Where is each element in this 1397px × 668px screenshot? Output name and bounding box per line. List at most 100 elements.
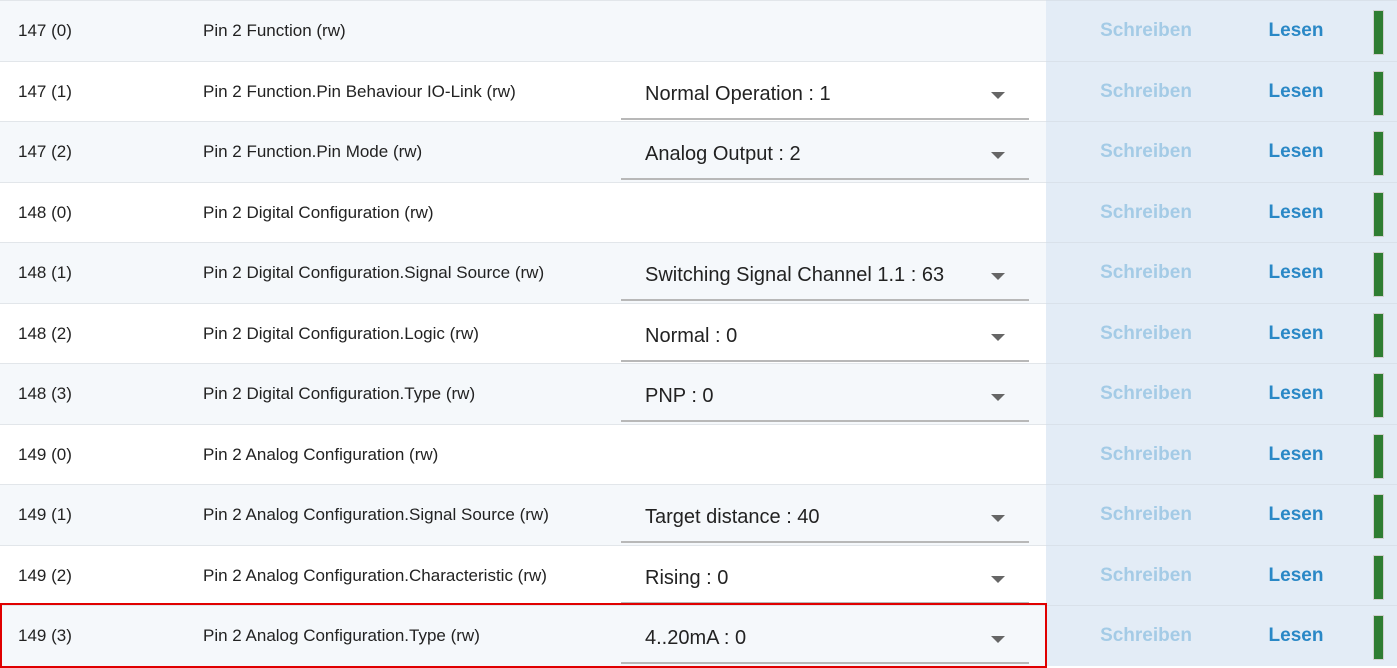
parameter-name: Pin 2 Function.Pin Behaviour IO-Link (rw…	[203, 81, 516, 101]
value-select[interactable]: Normal : 0	[621, 310, 1029, 362]
selected-value: Analog Output : 2	[645, 143, 801, 165]
write-button: Schreiben	[1100, 504, 1192, 525]
actions-cell: Schreiben Lesen	[1046, 544, 1397, 605]
parameter-index: 148 (1)	[18, 263, 72, 282]
parameter-index: 149 (2)	[18, 565, 72, 585]
parameter-index: 148 (3)	[18, 384, 72, 403]
dropdown-arrow-icon	[991, 273, 1005, 280]
parameter-name: Pin 2 Digital Configuration.Type (rw)	[203, 384, 476, 403]
write-button: Schreiben	[1100, 564, 1192, 586]
parameter-name: Pin 2 Digital Configuration.Signal Sourc…	[203, 263, 545, 282]
status-indicator	[1373, 554, 1384, 600]
parameter-name: Pin 2 Analog Configuration.Type (rw)	[203, 626, 480, 645]
parameter-index: 148 (0)	[18, 202, 72, 222]
write-button: Schreiben	[1100, 625, 1192, 646]
write-button: Schreiben	[1100, 322, 1192, 344]
write-button: Schreiben	[1100, 80, 1192, 102]
parameter-index: 149 (0)	[18, 444, 72, 464]
actions-cell: Schreiben Lesen	[1046, 302, 1397, 363]
table-row: 149 (1) Pin 2 Analog Configuration.Signa…	[0, 484, 1397, 545]
parameter-name: Pin 2 Analog Configuration (rw)	[203, 444, 439, 464]
dropdown-arrow-icon	[991, 333, 1005, 341]
status-indicator	[1373, 10, 1384, 55]
value-select[interactable]: Target distance : 40	[621, 491, 1029, 543]
parameter-index: 149 (1)	[18, 505, 72, 524]
status-indicator	[1373, 312, 1384, 358]
table-row: 149 (2) Pin 2 Analog Configuration.Chara…	[0, 544, 1397, 605]
selected-value: Rising : 0	[645, 566, 729, 589]
parameter-index: 147 (2)	[18, 142, 72, 161]
read-button[interactable]: Lesen	[1268, 20, 1324, 41]
selected-value: Target distance : 40	[645, 506, 820, 528]
read-button[interactable]: Lesen	[1268, 141, 1324, 162]
actions-cell: Schreiben Lesen	[1046, 423, 1397, 484]
read-button[interactable]: Lesen	[1268, 383, 1324, 404]
parameter-index: 149 (3)	[18, 626, 72, 645]
value-select[interactable]: Normal Operation : 1	[621, 68, 1029, 120]
dropdown-arrow-icon	[991, 91, 1005, 99]
write-button: Schreiben	[1100, 443, 1192, 465]
table-row: 149 (3) Pin 2 Analog Configuration.Type …	[0, 605, 1397, 666]
write-button: Schreiben	[1100, 262, 1192, 283]
parameter-index: 148 (2)	[18, 323, 72, 343]
dropdown-arrow-icon	[991, 394, 1005, 401]
actions-cell: Schreiben Lesen	[1046, 242, 1397, 303]
selected-value: PNP : 0	[645, 385, 714, 407]
read-button[interactable]: Lesen	[1268, 564, 1324, 586]
dropdown-arrow-icon	[991, 575, 1005, 583]
dropdown-arrow-icon	[991, 636, 1005, 643]
actions-cell: Schreiben Lesen	[1046, 363, 1397, 424]
read-button[interactable]: Lesen	[1268, 80, 1324, 102]
parameter-name: Pin 2 Digital Configuration.Logic (rw)	[203, 323, 479, 343]
read-button[interactable]: Lesen	[1268, 201, 1324, 223]
status-indicator	[1373, 373, 1384, 418]
write-button: Schreiben	[1100, 383, 1192, 404]
read-button[interactable]: Lesen	[1268, 262, 1324, 283]
table-row: 147 (0) Pin 2 Function (rw) Schreiben Le…	[0, 0, 1397, 61]
table-row: 149 (0) Pin 2 Analog Configuration (rw) …	[0, 423, 1397, 484]
value-select[interactable]: Rising : 0	[621, 552, 1029, 604]
parameter-name: Pin 2 Function.Pin Mode (rw)	[203, 142, 423, 161]
actions-cell: Schreiben Lesen	[1046, 605, 1397, 666]
write-button: Schreiben	[1100, 141, 1192, 162]
parameter-index: 147 (0)	[18, 21, 72, 40]
actions-cell: Schreiben Lesen	[1046, 60, 1397, 121]
status-indicator	[1373, 252, 1384, 297]
parameter-index: 147 (1)	[18, 81, 72, 101]
value-select[interactable]: PNP : 0	[621, 370, 1029, 422]
status-indicator	[1373, 494, 1384, 539]
table-row: 148 (0) Pin 2 Digital Configuration (rw)…	[0, 181, 1397, 242]
actions-cell: Schreiben Lesen	[1046, 0, 1397, 61]
selected-value: Switching Signal Channel 1.1 : 63	[645, 264, 945, 286]
status-indicator	[1373, 70, 1384, 116]
read-button[interactable]: Lesen	[1268, 504, 1324, 525]
read-button[interactable]: Lesen	[1268, 322, 1324, 344]
table-row: 147 (2) Pin 2 Function.Pin Mode (rw) Ana…	[0, 121, 1397, 182]
table-row: 148 (2) Pin 2 Digital Configuration.Logi…	[0, 302, 1397, 363]
actions-cell: Schreiben Lesen	[1046, 484, 1397, 545]
dropdown-arrow-icon	[991, 152, 1005, 159]
status-indicator	[1373, 615, 1384, 660]
parameter-name: Pin 2 Analog Configuration.Characteristi…	[203, 565, 547, 585]
selected-value: 4..20mA : 0	[645, 627, 747, 649]
selected-value: Normal : 0	[645, 324, 738, 347]
table-row: 147 (1) Pin 2 Function.Pin Behaviour IO-…	[0, 60, 1397, 121]
selected-value: Normal Operation : 1	[645, 82, 831, 105]
dropdown-arrow-icon	[991, 515, 1005, 522]
read-button[interactable]: Lesen	[1268, 625, 1324, 646]
read-button[interactable]: Lesen	[1268, 443, 1324, 465]
parameter-name: Pin 2 Analog Configuration.Signal Source…	[203, 505, 549, 524]
write-button: Schreiben	[1100, 201, 1192, 223]
status-indicator	[1373, 191, 1384, 237]
table-row: 148 (3) Pin 2 Digital Configuration.Type…	[0, 363, 1397, 424]
parameter-name: Pin 2 Function (rw)	[203, 21, 346, 40]
value-select[interactable]: Analog Output : 2	[621, 128, 1029, 180]
parameter-name: Pin 2 Digital Configuration (rw)	[203, 202, 434, 222]
value-select[interactable]: Switching Signal Channel 1.1 : 63	[621, 249, 1029, 301]
table-row: 148 (1) Pin 2 Digital Configuration.Sign…	[0, 242, 1397, 303]
status-indicator	[1373, 433, 1384, 479]
status-indicator	[1373, 131, 1384, 176]
write-button: Schreiben	[1100, 20, 1192, 41]
value-select[interactable]: 4..20mA : 0	[621, 612, 1029, 664]
